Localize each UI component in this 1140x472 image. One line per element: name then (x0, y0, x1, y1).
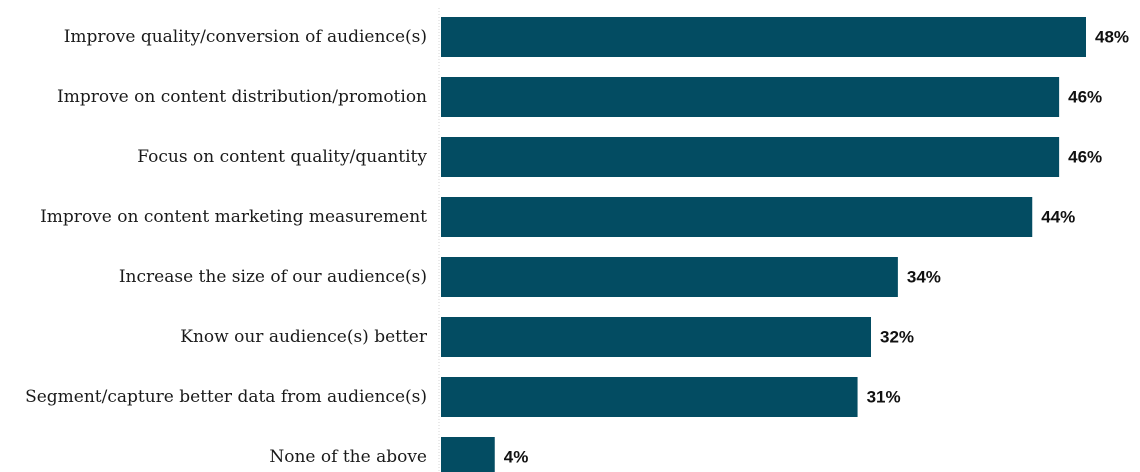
bar (441, 17, 1086, 57)
category-label: Improve on content marketing measurement (40, 207, 427, 227)
category-label: Improve on content distribution/promotio… (57, 87, 427, 107)
value-label: 44% (1041, 208, 1075, 227)
value-label: 48% (1095, 28, 1129, 47)
bar-row: None of the above 4% (269, 437, 528, 472)
bar (441, 377, 858, 417)
bar (441, 257, 898, 297)
bar-row: Improve on content marketing measurement… (40, 197, 1075, 237)
bar (441, 137, 1060, 177)
value-label: 34% (907, 268, 941, 287)
value-label: 46% (1068, 88, 1102, 107)
bar-row: Improve quality/conversion of audience(s… (64, 17, 1129, 57)
bars-layer: Improve quality/conversion of audience(s… (25, 17, 1129, 472)
value-label: 46% (1068, 148, 1102, 167)
value-label: 32% (880, 328, 914, 347)
category-label: None of the above (269, 447, 427, 467)
bar (441, 317, 871, 357)
bar (441, 437, 495, 472)
bar (441, 77, 1060, 117)
category-label: Increase the size of our audience(s) (119, 267, 427, 287)
value-label: 31% (867, 388, 901, 407)
bar-row: Segment/capture better data from audienc… (25, 377, 901, 417)
category-label: Know our audience(s) better (180, 327, 428, 347)
bar-row: Improve on content distribution/promotio… (57, 77, 1102, 117)
category-label: Focus on content quality/quantity (137, 147, 427, 167)
bar-row: Increase the size of our audience(s) 34% (119, 257, 941, 297)
category-label: Improve quality/conversion of audience(s… (64, 27, 427, 47)
bar (441, 197, 1033, 237)
value-label: 4% (504, 448, 529, 467)
category-label: Segment/capture better data from audienc… (25, 387, 427, 407)
bar-row: Focus on content quality/quantity 46% (137, 137, 1102, 177)
bar-row: Know our audience(s) better 32% (180, 317, 914, 357)
